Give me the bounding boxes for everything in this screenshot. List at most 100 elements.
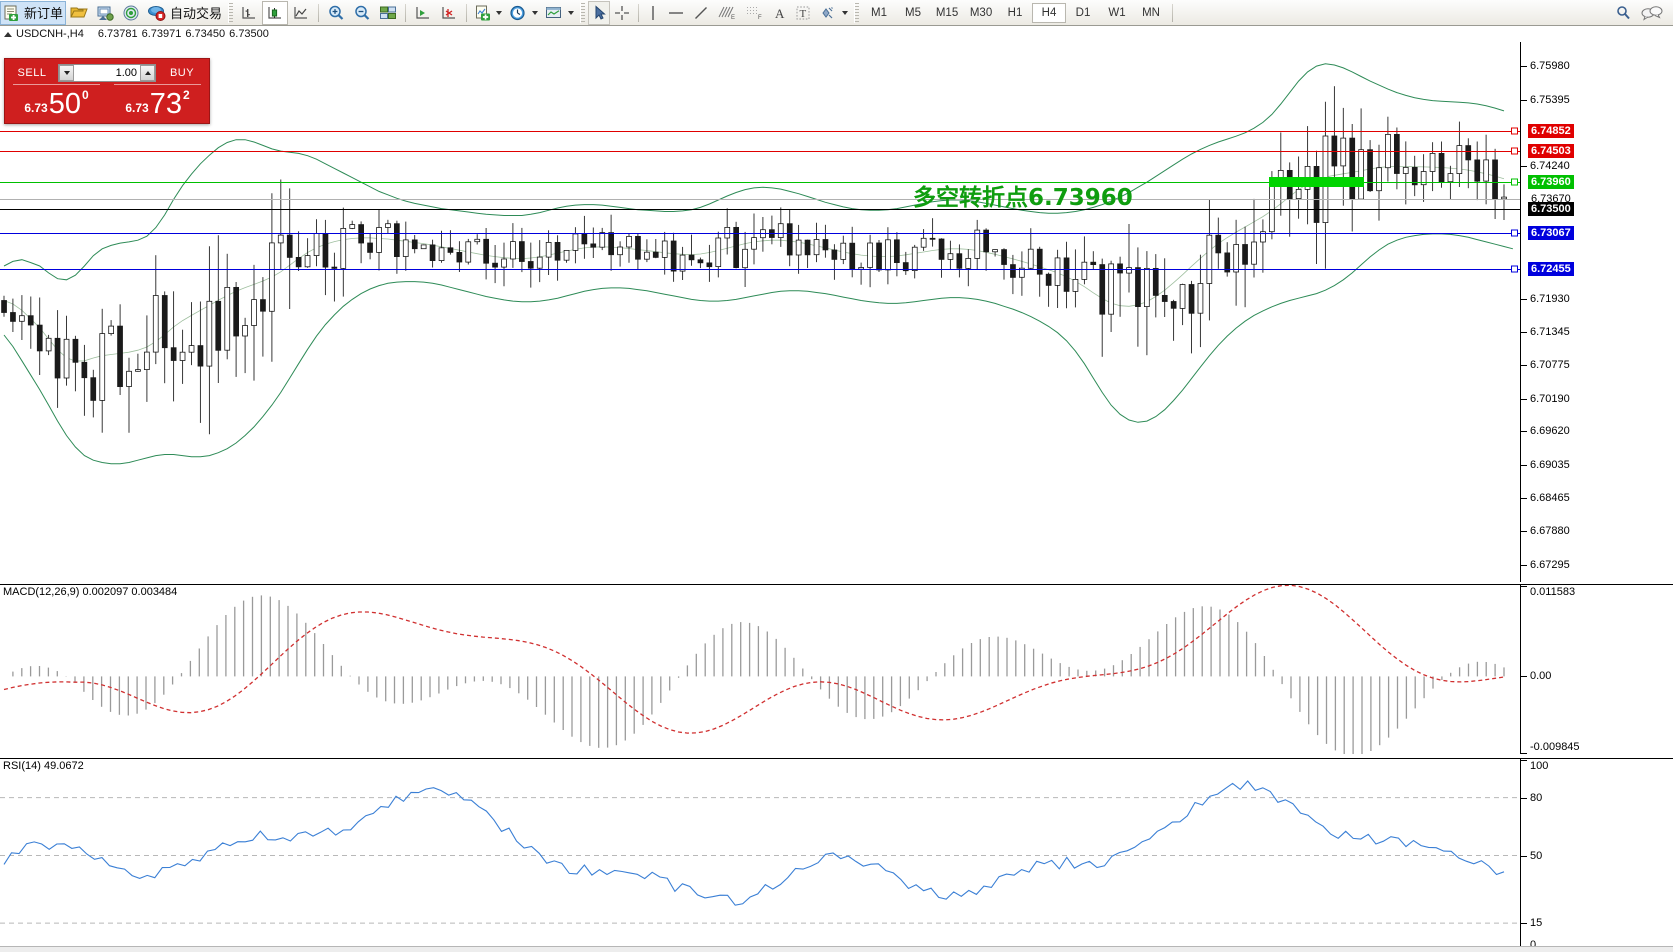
chat-button[interactable] xyxy=(1637,1,1667,25)
candle xyxy=(411,239,418,250)
timeframe-m15[interactable]: M15 xyxy=(935,6,959,19)
rsi-tick-label: 0 xyxy=(1530,939,1537,951)
price-level-line-minor[interactable] xyxy=(0,198,1520,200)
shift-start-button[interactable] xyxy=(410,1,436,25)
data-window-button[interactable] xyxy=(92,1,118,25)
rsi-plot[interactable] xyxy=(0,759,1520,952)
candle xyxy=(1179,284,1186,309)
candle xyxy=(679,254,686,272)
price-level-tag-support[interactable]: 6.72455 xyxy=(1528,261,1574,276)
candle xyxy=(920,237,927,248)
price-level-handle[interactable] xyxy=(1511,229,1518,237)
volume-input[interactable]: 1.00 xyxy=(74,64,140,81)
price-level-line-support[interactable] xyxy=(0,233,1520,235)
trendline-icon xyxy=(695,6,708,19)
auto-trading-button[interactable]: 自动交易 xyxy=(144,1,225,25)
macd-tick-label: 0.00 xyxy=(1530,670,1552,683)
objects-caret-icon[interactable] xyxy=(842,10,849,15)
price-level-line-pivot[interactable] xyxy=(0,182,1520,184)
price-level-line-resistance[interactable] xyxy=(0,150,1520,152)
tile-windows-button[interactable] xyxy=(375,1,401,25)
expand-triangle-icon[interactable] xyxy=(4,31,12,37)
price-level-tag-resistance[interactable]: 6.74852 xyxy=(1528,123,1574,138)
timeframe-h1[interactable]: H1 xyxy=(1007,6,1023,19)
volume-increment-button[interactable] xyxy=(140,64,155,81)
timeframe-w1[interactable]: W1 xyxy=(1108,6,1126,19)
timeframe-d1[interactable]: D1 xyxy=(1075,6,1091,19)
toolbar-separator-5 xyxy=(1172,3,1174,22)
text-button[interactable]: A xyxy=(769,1,791,25)
price-level-handle[interactable] xyxy=(1511,147,1518,155)
price-level-handle[interactable] xyxy=(1511,127,1518,135)
price-level-tag-support[interactable]: 6.73067 xyxy=(1528,226,1574,241)
shift-end-button[interactable] xyxy=(436,1,462,25)
signals-button[interactable] xyxy=(118,1,144,25)
chat-icon xyxy=(1641,5,1663,21)
candle xyxy=(983,229,990,253)
channel-button[interactable]: F xyxy=(741,1,769,25)
horizontal-line-button[interactable] xyxy=(663,1,689,25)
market-watch-button[interactable] xyxy=(66,1,92,25)
timeframe-m5[interactable]: M5 xyxy=(905,6,922,19)
candle xyxy=(644,251,650,260)
autotrade-icon xyxy=(148,5,166,21)
price-plot[interactable] xyxy=(0,42,1520,582)
zoom-out-icon xyxy=(355,5,370,20)
fibonacci-button[interactable]: E xyxy=(713,1,741,25)
toolbar-grip-periods[interactable] xyxy=(854,2,860,23)
zoom-in-button[interactable] xyxy=(323,1,349,25)
rsi-axis[interactable]: 100 80 50 15 0 xyxy=(1520,759,1673,952)
toolbar-grip-tools[interactable] xyxy=(580,2,586,23)
indicators-caret-icon[interactable] xyxy=(496,10,503,15)
candle xyxy=(63,338,70,379)
candle xyxy=(1072,278,1079,292)
toolbar-grip-charts[interactable] xyxy=(228,2,234,23)
templates-caret-icon[interactable] xyxy=(568,10,575,15)
rsi-tick-label: 15 xyxy=(1530,917,1543,930)
candle xyxy=(117,325,123,388)
text-icon: A xyxy=(775,6,785,21)
candle xyxy=(90,377,97,401)
bar-chart-button[interactable] xyxy=(236,1,262,25)
price-level-line-resistance[interactable] xyxy=(0,130,1520,132)
indicators-button[interactable] xyxy=(471,1,505,25)
price-level-tag-resistance[interactable]: 6.74503 xyxy=(1528,143,1574,158)
text-label-button[interactable]: T xyxy=(791,1,815,25)
vertical-line-button[interactable] xyxy=(643,1,663,25)
volume-decrement-button[interactable] xyxy=(59,64,74,81)
candle xyxy=(313,233,320,257)
candle xyxy=(36,324,43,352)
shift-start-icon xyxy=(416,6,430,19)
candle xyxy=(572,233,579,251)
macd-axis[interactable]: 0.011583 0.00 -0.009845 xyxy=(1520,585,1673,754)
templates-button[interactable] xyxy=(541,1,577,25)
line-chart-button[interactable] xyxy=(288,1,314,25)
volume-stepper[interactable]: 1.00 xyxy=(58,63,156,82)
period-button[interactable] xyxy=(505,1,541,25)
period-caret-icon[interactable] xyxy=(532,10,539,15)
price-level-handle[interactable] xyxy=(1511,178,1518,186)
crosshair-button[interactable] xyxy=(610,1,634,25)
price-axis[interactable]: 6.75980 6.75395 6.74240 6.71930 6.71345 6.707… xyxy=(1520,42,1673,582)
timeframe-h4[interactable]: H4 xyxy=(1032,2,1067,23)
macd-plot[interactable] xyxy=(0,585,1520,754)
candle xyxy=(1269,180,1275,233)
new-order-button[interactable]: 新订单 xyxy=(0,0,67,25)
sell-price-button[interactable]: 6.73 50 0 xyxy=(7,84,106,121)
price-level-tag-current-bid[interactable]: 6.73500 xyxy=(1528,201,1574,216)
timeframe-m1[interactable]: M1 xyxy=(871,6,888,19)
objects-button[interactable] xyxy=(815,1,851,25)
price-level-handle[interactable] xyxy=(1511,265,1518,273)
timeframe-mn[interactable]: MN xyxy=(1142,6,1160,19)
buy-price-button[interactable]: 6.73 73 2 xyxy=(108,84,207,121)
candlestick-button[interactable] xyxy=(262,0,289,25)
trendline-button[interactable] xyxy=(689,1,713,25)
cursor-button[interactable] xyxy=(588,0,611,25)
price-level-line-current-bid[interactable] xyxy=(0,208,1520,210)
find-button[interactable] xyxy=(1611,1,1637,25)
zoom-out-button[interactable] xyxy=(349,1,375,25)
auto-trading-label: 自动交易 xyxy=(170,6,223,21)
price-level-line-support[interactable] xyxy=(0,268,1520,270)
price-level-tag-pivot[interactable]: 6.73960 xyxy=(1528,175,1574,190)
timeframe-m30[interactable]: M30 xyxy=(969,6,993,19)
